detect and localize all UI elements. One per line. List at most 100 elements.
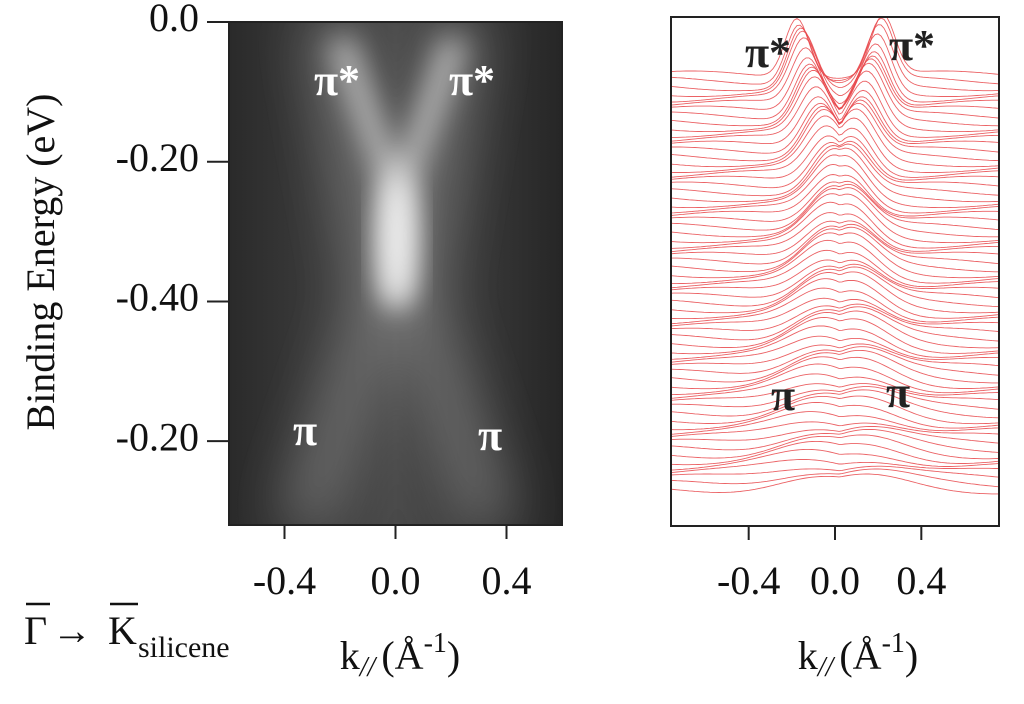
y-tick-label: -0.20 [116, 414, 199, 459]
edc-curve [671, 135, 999, 181]
edc-curve [671, 325, 999, 360]
edc-curve [671, 226, 998, 273]
edc-curve [671, 383, 999, 401]
direction-from: Γ [24, 608, 47, 653]
edc-curve [671, 287, 999, 325]
x-axis-label: k//(Å-1) [798, 628, 918, 683]
band-label: π* [314, 56, 360, 105]
edc-curve [671, 187, 998, 238]
x-tick-label: 0.0 [810, 558, 860, 603]
edc-curve [671, 278, 999, 320]
x-axis-label-close: ) [905, 633, 918, 678]
x-axis-label-sup: -1 [424, 628, 447, 659]
band-label: π [293, 406, 317, 455]
edc-curve [671, 201, 999, 249]
direction-label: Γ → K silicene [24, 602, 230, 664]
edc-curve [671, 389, 999, 419]
edc-curve [671, 271, 999, 314]
edc-curve [671, 220, 999, 255]
arpes-image [229, 22, 562, 525]
y-axis-label: Binding Energy (eV) [18, 94, 63, 431]
x-axis-label-sub: // [816, 652, 836, 683]
x-axis-label-base: k [798, 633, 818, 678]
edc-curve [671, 249, 999, 289]
edc-curve [671, 317, 999, 355]
direction-arrow: → [52, 608, 92, 653]
edc-curve [671, 143, 999, 197]
edc-curve [671, 346, 999, 376]
band-label: π [886, 368, 910, 417]
direction-sub: silicene [138, 631, 230, 664]
edc-curve [671, 459, 998, 474]
x-axis-label-unit: (Å [839, 633, 881, 678]
edc-curve [671, 140, 999, 189]
edc-curve [671, 343, 999, 366]
edc-curve [671, 402, 999, 431]
x-tick-label: -0.4 [717, 558, 780, 603]
edc-curve [671, 115, 999, 173]
edc-curve [671, 174, 999, 217]
y-tick-label: -0.40 [116, 275, 199, 320]
edc-curve [671, 425, 999, 444]
edc-curve [671, 232, 999, 279]
edc-curve [671, 17, 999, 85]
edc-curve [671, 349, 998, 384]
edc-curve [671, 440, 999, 466]
edc-curve [671, 428, 999, 453]
edc-curve [671, 30, 999, 97]
y-tick-label: 0.0 [149, 0, 199, 40]
edc-curve [671, 24, 998, 92]
edc-curve [671, 86, 998, 142]
edc-curve [671, 297, 999, 327]
edc-curve [671, 37, 999, 103]
band-label: π* [449, 56, 495, 105]
edc-curve [671, 163, 999, 214]
x-axis-label-sub: // [358, 652, 378, 683]
edc-curve [671, 363, 999, 396]
edc-curve [671, 434, 999, 460]
y-tick-label: -0.20 [116, 135, 199, 180]
band-label: π* [889, 21, 935, 70]
edc-curve [671, 306, 999, 342]
edc-curve [671, 259, 999, 291]
direction-to: K [108, 608, 137, 653]
edc-curve [671, 180, 999, 222]
band-label: π [478, 411, 502, 460]
x-tick-label: 0.0 [371, 558, 421, 603]
edc-curve [671, 335, 998, 363]
x-tick-label: 0.4 [482, 558, 532, 603]
edc-curve [671, 183, 999, 231]
edc-curve [671, 465, 999, 478]
edc-curve [671, 303, 999, 332]
edc-curve [671, 421, 999, 437]
edc-curve [671, 154, 999, 209]
edc-curve [671, 76, 999, 138]
x-axis-label: k//(Å-1) [340, 628, 460, 683]
edc-curve [671, 58, 999, 120]
band-label: π* [745, 28, 791, 77]
edc-curve [671, 263, 999, 299]
edc-curve [671, 373, 999, 399]
edc-curve [671, 47, 998, 106]
edc-curve [671, 356, 999, 390]
x-tick-label: 0.4 [896, 558, 946, 603]
edc-curve [671, 386, 999, 410]
edc-curve [671, 125, 999, 178]
edc-curve [671, 468, 999, 488]
edc-curve [671, 310, 999, 349]
edc-stack [671, 17, 999, 495]
edc-curve [671, 108, 999, 168]
edc-curve [671, 473, 998, 495]
x-tick-label: -0.4 [253, 558, 316, 603]
edc-curve [671, 212, 998, 253]
x-axis-label-base: k [340, 633, 360, 678]
x-axis-label-unit: (Å [381, 633, 423, 678]
edc-curve [671, 411, 999, 435]
edc-curve [671, 395, 999, 425]
edc-curve [671, 266, 999, 308]
edc-curve [671, 147, 999, 203]
edc-curve [671, 69, 999, 133]
edc-curve [671, 239, 999, 285]
band-label: π [771, 371, 795, 420]
